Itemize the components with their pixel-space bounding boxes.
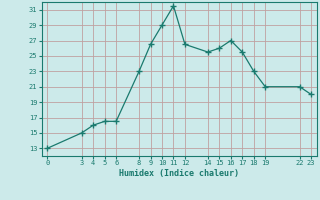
X-axis label: Humidex (Indice chaleur): Humidex (Indice chaleur) <box>119 169 239 178</box>
